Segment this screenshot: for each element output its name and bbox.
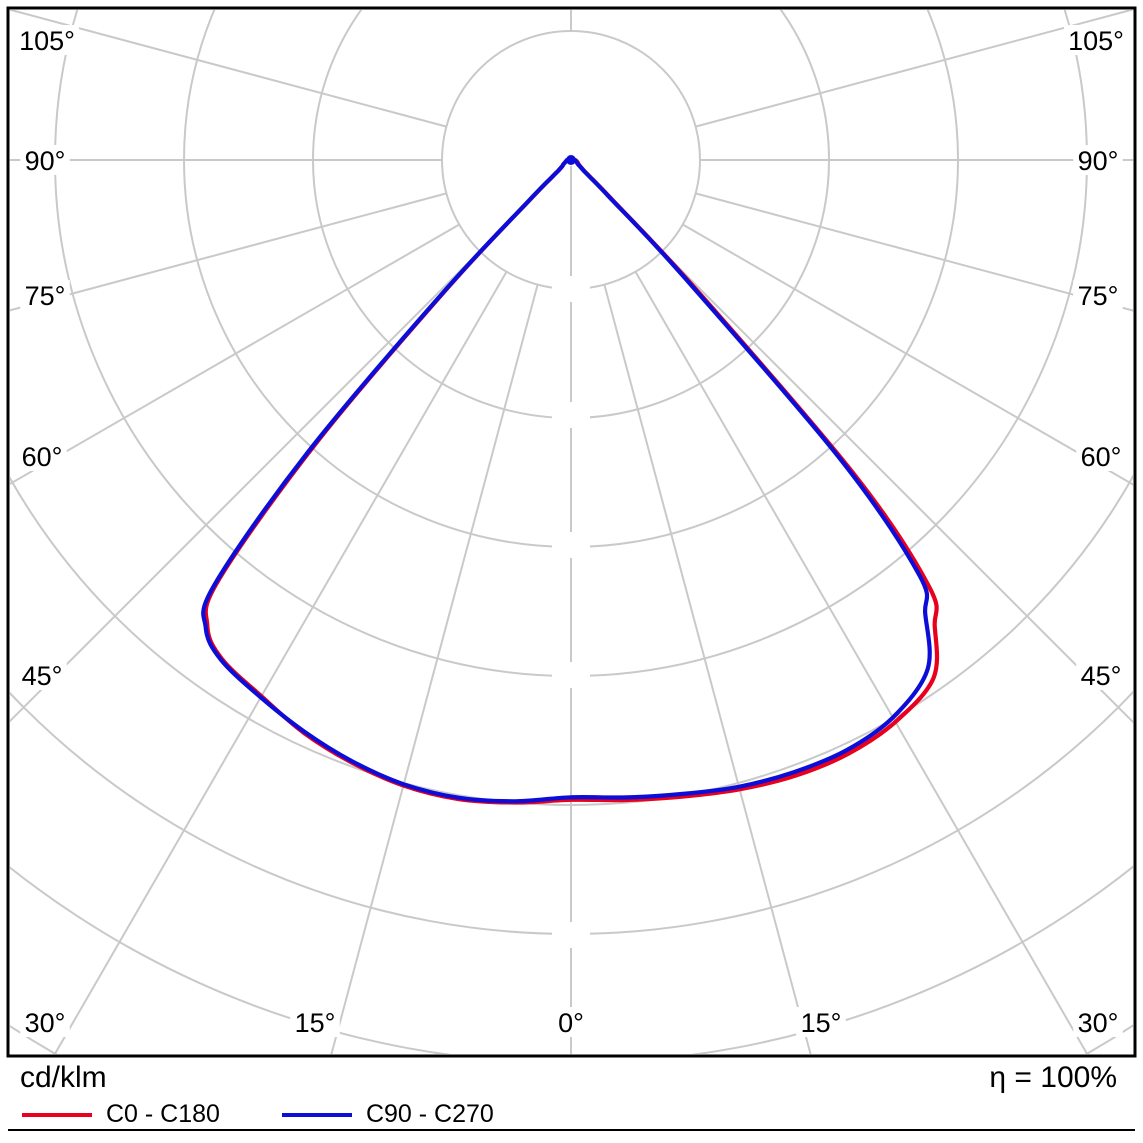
grid-spoke xyxy=(603,284,812,1054)
grid-spoke xyxy=(661,250,1133,724)
angle-label: 105° xyxy=(19,26,75,56)
legend-line-c0-c180-icon xyxy=(22,1112,92,1117)
angle-label-bg xyxy=(20,145,70,175)
ring-value-box xyxy=(552,922,590,948)
grid-spoke xyxy=(695,192,1133,312)
grid-spoke xyxy=(682,223,1133,486)
ring-value-box xyxy=(552,532,590,558)
angle-label-bg xyxy=(1073,280,1123,310)
legend-label-c0-c180: C0 - C180 xyxy=(106,1100,220,1128)
angle-label: 15° xyxy=(295,1008,336,1038)
angle-label-bg xyxy=(1076,660,1126,690)
grid-spoke xyxy=(695,10,1133,128)
ring-value-box xyxy=(552,276,590,302)
angle-label: 0° xyxy=(558,1008,584,1038)
grid-spoke xyxy=(10,192,447,312)
units-label: cd/klm xyxy=(20,1061,107,1094)
angle-label-bg xyxy=(290,1007,340,1037)
legend-line-c90-c270-icon xyxy=(281,1112,352,1117)
grid-spoke xyxy=(10,250,481,723)
legend-item-c90-c270: C90 - C270 xyxy=(281,1100,494,1129)
grid-spoke xyxy=(10,10,447,128)
angle-label-bg xyxy=(1073,1007,1123,1037)
angle-label-bg xyxy=(1064,25,1128,55)
bottom-divider xyxy=(8,1129,1135,1131)
origin-marker-dot xyxy=(566,155,576,165)
angle-label: 60° xyxy=(1081,442,1122,472)
angle-label-bg xyxy=(15,25,79,55)
grid-spoke xyxy=(53,271,508,1054)
plot-border xyxy=(6,6,1137,1058)
series-curve-c90-c270 xyxy=(201,157,932,804)
angle-label: 45° xyxy=(1081,661,1122,691)
angle-label-bg xyxy=(20,1007,70,1037)
legend: C0 - C180 C90 - C270 xyxy=(22,1100,494,1129)
angle-label: 30° xyxy=(1078,1008,1119,1038)
angle-label: 45° xyxy=(22,661,63,691)
grid-spoke xyxy=(10,223,460,486)
angle-label: 60° xyxy=(22,442,63,472)
angle-label-bg xyxy=(20,280,70,310)
angle-label: 90° xyxy=(1078,146,1119,176)
angle-label: 15° xyxy=(801,1008,842,1038)
efficiency-label: η = 100% xyxy=(989,1061,1117,1094)
angle-label: 75° xyxy=(1078,281,1119,311)
grid-spoke xyxy=(330,284,539,1054)
angle-label: 75° xyxy=(25,281,66,311)
grid-spoke xyxy=(634,271,1089,1054)
angle-label: 30° xyxy=(25,1008,66,1038)
angle-label-bg xyxy=(17,441,67,471)
angle-label: 105° xyxy=(1068,26,1124,56)
ring-value-box xyxy=(552,402,590,428)
legend-label-c90-c270: C90 - C270 xyxy=(365,1100,494,1128)
angle-label: 90° xyxy=(25,146,66,176)
angle-label-bg xyxy=(796,1007,846,1037)
angle-label-bg xyxy=(17,660,67,690)
angle-label-bg xyxy=(1076,441,1126,471)
legend-item-c0-c180: C0 - C180 xyxy=(22,1100,220,1129)
ring-value-box xyxy=(552,662,590,688)
angle-label-bg xyxy=(553,1007,589,1037)
angle-label-bg xyxy=(1073,145,1123,175)
